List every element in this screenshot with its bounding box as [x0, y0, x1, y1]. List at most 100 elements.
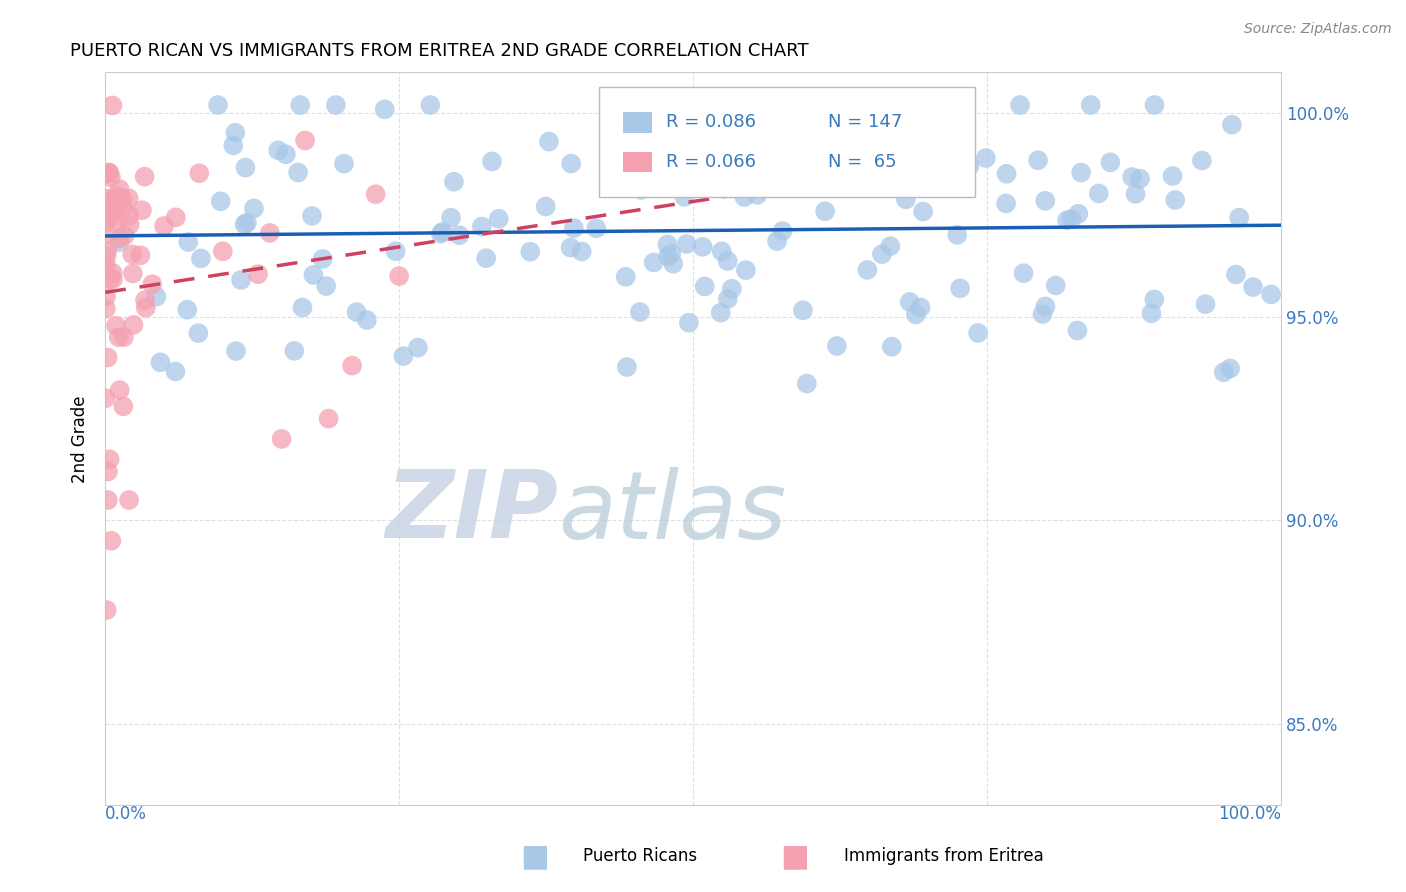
Point [1140, 306, 1163, 320]
Text: PUERTO RICAN VS IMMIGRANTS FROM ERITREA 2ND GRADE CORRELATION CHART: PUERTO RICAN VS IMMIGRANTS FROM ERITREA … [70, 42, 808, 60]
Point [118, 191, 141, 205]
Point [235, 161, 257, 175]
Point [1241, 280, 1264, 294]
Point [825, 339, 848, 353]
Point [134, 169, 156, 184]
Point [1219, 361, 1241, 376]
Point [692, 240, 714, 254]
Point [315, 279, 337, 293]
Point [134, 293, 156, 308]
Point [94, 301, 117, 316]
Point [112, 330, 135, 344]
Point [243, 202, 266, 216]
Point [673, 190, 696, 204]
Point [870, 247, 893, 261]
Point [356, 313, 378, 327]
Point [440, 211, 463, 225]
Point [190, 252, 212, 266]
Point [1012, 266, 1035, 280]
Text: ■: ■ [780, 842, 808, 871]
Point [1033, 194, 1056, 208]
Point [108, 231, 131, 245]
Point [340, 359, 363, 373]
Point [725, 158, 748, 172]
Point [97, 192, 120, 206]
Point [384, 244, 406, 259]
Point [967, 326, 990, 340]
Point [1087, 186, 1109, 201]
Point [165, 364, 187, 378]
Point [346, 305, 368, 319]
Point [236, 216, 259, 230]
Point [834, 150, 856, 164]
Point [1099, 155, 1122, 169]
Point [176, 302, 198, 317]
Point [188, 166, 211, 180]
Point [955, 171, 977, 186]
Point [101, 266, 124, 280]
Point [222, 138, 245, 153]
Point [122, 318, 145, 332]
Point [710, 244, 733, 259]
Point [187, 326, 209, 340]
Point [111, 192, 134, 206]
Point [1227, 211, 1250, 225]
Text: R = 0.066: R = 0.066 [666, 153, 756, 171]
Point [118, 209, 141, 223]
Point [562, 221, 585, 235]
Point [118, 493, 141, 508]
Point [388, 268, 411, 283]
Point [1143, 98, 1166, 112]
Point [122, 267, 145, 281]
Point [862, 122, 884, 136]
Text: N =  65: N = 65 [828, 153, 897, 171]
Point [1008, 98, 1031, 112]
Text: ZIP: ZIP [385, 467, 558, 558]
Point [211, 244, 233, 259]
Point [710, 306, 733, 320]
Point [585, 221, 607, 235]
Point [100, 170, 122, 185]
Point [717, 292, 740, 306]
Point [121, 247, 143, 261]
Point [628, 305, 651, 319]
Point [949, 281, 972, 295]
Point [94, 391, 117, 405]
Point [995, 167, 1018, 181]
Point [97, 195, 120, 210]
Point [481, 154, 503, 169]
Point [100, 272, 122, 286]
Point [672, 147, 695, 161]
Point [97, 351, 120, 365]
Point [519, 244, 541, 259]
Point [177, 235, 200, 249]
Point [1026, 153, 1049, 168]
Point [752, 150, 775, 164]
Text: atlas: atlas [558, 467, 786, 558]
Point [855, 153, 877, 167]
Point [974, 151, 997, 165]
Point [165, 211, 187, 225]
Point [747, 188, 769, 202]
Point [270, 432, 292, 446]
Point [1080, 98, 1102, 112]
Point [318, 411, 340, 425]
Point [108, 182, 131, 196]
Point [98, 208, 121, 222]
Point [374, 103, 396, 117]
Point [1056, 213, 1078, 227]
Point [695, 175, 717, 189]
Point [936, 156, 959, 170]
Text: Immigrants from Eritrea: Immigrants from Eritrea [844, 847, 1043, 865]
Point [98, 452, 121, 467]
Point [141, 277, 163, 292]
Point [766, 234, 789, 248]
Point [108, 383, 131, 397]
Point [364, 187, 387, 202]
Point [153, 219, 176, 233]
Text: R = 0.086: R = 0.086 [666, 113, 756, 131]
Point [101, 98, 124, 112]
Point [1067, 207, 1090, 221]
Point [97, 227, 120, 242]
Point [1225, 268, 1247, 282]
